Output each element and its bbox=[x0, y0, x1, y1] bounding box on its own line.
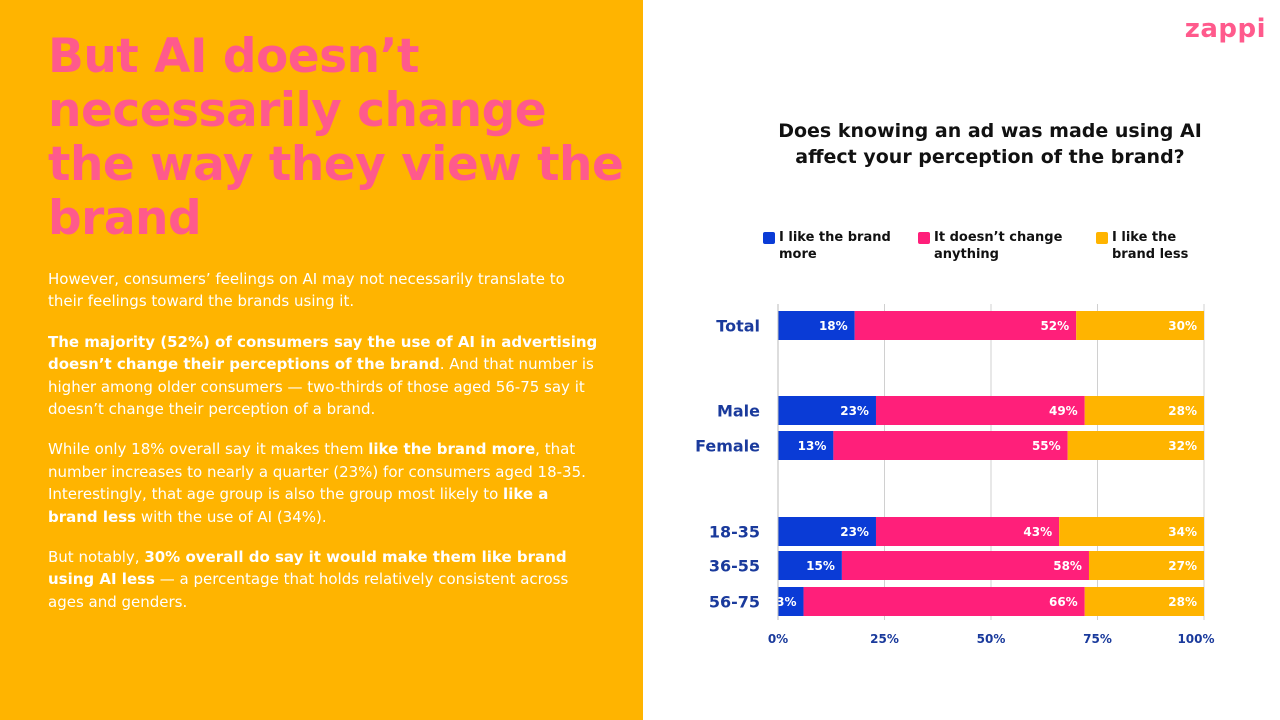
data-label: 30% bbox=[1168, 319, 1197, 333]
x-tick-label: 100% bbox=[1177, 632, 1214, 646]
data-label: 32% bbox=[1168, 439, 1197, 453]
category-label: Male bbox=[717, 402, 760, 421]
left-panel: But AI doesn’t necessarily change the wa… bbox=[0, 0, 643, 720]
x-tick-label: 0% bbox=[768, 632, 788, 646]
legend-item-less: I like the brand less bbox=[1096, 229, 1222, 263]
bar-segment bbox=[778, 396, 876, 425]
bar-segment bbox=[841, 551, 1089, 580]
data-label: 43% bbox=[1023, 525, 1052, 539]
bar-segment bbox=[778, 431, 834, 460]
paragraph-3-b: , that number increases to nearly a quar… bbox=[48, 440, 586, 504]
x-tick-label: 25% bbox=[870, 632, 899, 646]
category-label: Total bbox=[716, 317, 760, 336]
paragraph-3: While only 18% overall say it makes them… bbox=[48, 438, 598, 528]
bar-segment bbox=[1088, 551, 1204, 580]
x-tick-label: 75% bbox=[1083, 632, 1112, 646]
paragraph-3-c: with the use of AI (34%). bbox=[136, 507, 327, 526]
legend-item-nochange: It doesn’t change anything bbox=[918, 229, 1064, 263]
headline: But AI doesn’t necessarily change the wa… bbox=[48, 29, 624, 246]
bar-segment bbox=[778, 311, 855, 340]
paragraph-2-bold: The majority (52%) of consumers say the … bbox=[48, 332, 598, 374]
bar-segment bbox=[778, 551, 842, 580]
bar-segment bbox=[1084, 396, 1204, 425]
paragraph-1: However, consumers’ feelings on AI may n… bbox=[48, 270, 565, 311]
data-label: 18% bbox=[819, 319, 848, 333]
data-label: 34% bbox=[1168, 525, 1197, 539]
x-tick-label: 50% bbox=[977, 632, 1006, 646]
category-label: 56-75 bbox=[709, 593, 760, 612]
bar-segment bbox=[1059, 517, 1204, 546]
category-label: 36-55 bbox=[709, 557, 760, 576]
legend-swatch-more bbox=[763, 232, 775, 244]
bar-segment bbox=[854, 311, 1077, 340]
legend-item-more: I like the brand more bbox=[763, 229, 909, 263]
data-label: 13% bbox=[798, 439, 827, 453]
paragraph-3-bold-2: like a brand less bbox=[48, 485, 549, 526]
category-label: Female bbox=[695, 437, 760, 456]
bar-segment bbox=[1067, 431, 1204, 460]
bar-segment bbox=[778, 587, 804, 616]
data-label: 27% bbox=[1168, 559, 1197, 573]
paragraph-2-rest: . And that number is higher among older … bbox=[48, 355, 594, 419]
zappi-logo: zappi bbox=[1184, 14, 1266, 44]
legend-label-more: I like the brand more bbox=[779, 230, 891, 262]
bar-segment bbox=[778, 517, 876, 546]
data-label: 28% bbox=[1168, 595, 1197, 609]
data-label: 58% bbox=[1053, 559, 1082, 573]
data-label: 49% bbox=[1049, 404, 1078, 418]
data-label: 15% bbox=[806, 559, 835, 573]
body-text: However, consumers’ feelings on AI may n… bbox=[48, 268, 598, 631]
data-label: 55% bbox=[1032, 439, 1061, 453]
paragraph-4-bold: 30% overall do say it would make them li… bbox=[48, 548, 567, 589]
data-label: 28% bbox=[1168, 404, 1197, 418]
paragraph-4-a: But notably, bbox=[48, 548, 145, 567]
bar-segment bbox=[833, 431, 1068, 460]
bar-segment bbox=[1076, 311, 1204, 340]
data-label: 23% bbox=[840, 404, 869, 418]
legend-swatch-nochange bbox=[918, 232, 930, 244]
paragraph-3-a: While only 18% overall say it makes them bbox=[48, 440, 369, 459]
category-label: 18-35 bbox=[709, 523, 760, 542]
paragraph-3-bold-1: like the brand more bbox=[368, 440, 536, 459]
paragraph-4-b: — a percentage that holds relatively con… bbox=[48, 570, 569, 611]
bar-segment bbox=[803, 587, 1085, 616]
bar-segment bbox=[1084, 587, 1204, 616]
legend-label-less: I like the brand less bbox=[1112, 230, 1189, 262]
paragraph-2: The majority (52%) of consumers say the … bbox=[48, 331, 598, 421]
legend-swatch-less bbox=[1096, 232, 1108, 244]
data-label: 23% bbox=[768, 595, 797, 609]
paragraph-4: But notably, 30% overall do say it would… bbox=[48, 546, 598, 613]
data-label: 52% bbox=[1040, 319, 1069, 333]
chart-title: Does knowing an ad was made using AI aff… bbox=[778, 120, 1202, 168]
data-label: 23% bbox=[840, 525, 869, 539]
bar-segment bbox=[875, 396, 1085, 425]
bar-segment bbox=[875, 517, 1060, 546]
data-label: 66% bbox=[1049, 595, 1078, 609]
legend-label-nochange: It doesn’t change anything bbox=[934, 230, 1063, 262]
